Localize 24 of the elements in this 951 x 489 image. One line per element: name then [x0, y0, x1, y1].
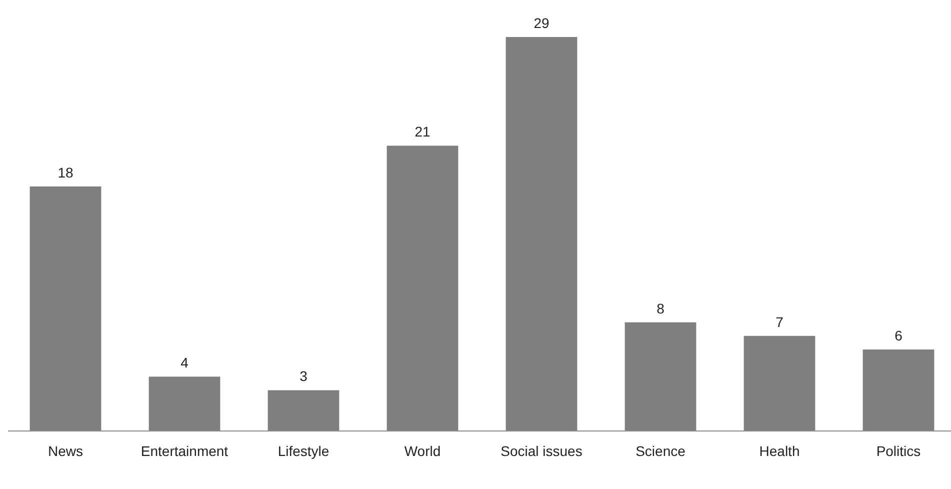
- bar: [148, 376, 220, 431]
- data-label: 29: [534, 15, 550, 31]
- bar: [386, 146, 458, 431]
- bar: [506, 37, 578, 431]
- data-label: 4: [180, 354, 189, 371]
- x-tick-label: Lifestyle: [278, 443, 330, 459]
- data-label: 6: [894, 327, 903, 344]
- bar: [624, 322, 696, 431]
- x-tick-label: World: [404, 443, 441, 459]
- data-label: 8: [656, 300, 665, 316]
- bar: [30, 186, 102, 431]
- data-label: 3: [300, 368, 308, 384]
- bar: [862, 349, 934, 431]
- bar: [268, 390, 340, 431]
- x-tick-label: News: [48, 443, 84, 459]
- bar: [744, 336, 816, 431]
- x-tick-label: Entertainment: [140, 443, 228, 459]
- data-label: 18: [58, 164, 74, 180]
- x-tick-label: Health: [759, 443, 800, 459]
- x-tick-label: Politics: [876, 443, 921, 459]
- x-tick-label: Science: [636, 443, 686, 459]
- x-tick-label: Social issues: [500, 443, 582, 459]
- data-label: 21: [414, 124, 430, 140]
- data-label: 7: [776, 314, 784, 330]
